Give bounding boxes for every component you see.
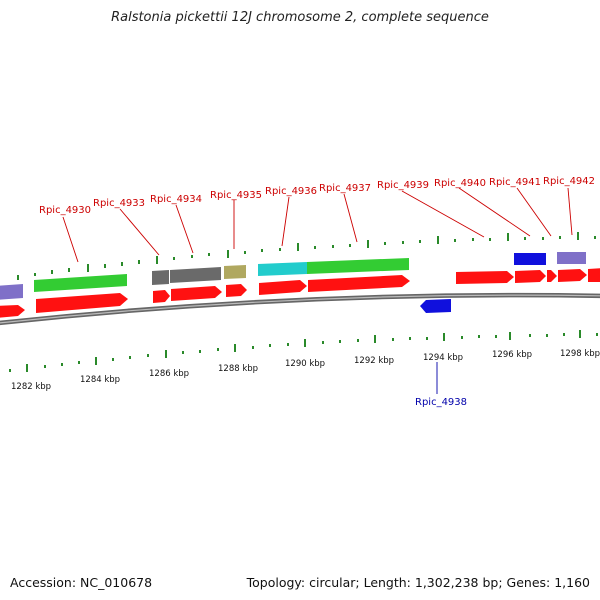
gene-label[interactable]: Rpic_4933 [93, 198, 145, 209]
inner-tick-row [9, 330, 598, 372]
cds-arrow[interactable] [153, 290, 170, 303]
gene-label[interactable]: Rpic_4937 [319, 183, 371, 194]
scale-label: 1286 kbp [149, 369, 189, 379]
gene-feature[interactable] [557, 252, 586, 264]
scale-label: 1296 kbp [492, 350, 532, 360]
genome-summary-text: Topology: circular; Length: 1,302,238 bp… [246, 575, 590, 590]
gene-feature[interactable] [34, 274, 127, 292]
gene-label[interactable]: Rpic_4942 [543, 176, 595, 187]
cds-arrow[interactable] [0, 305, 25, 318]
scale-label: 1298 kbp [560, 349, 600, 359]
cds-arrow[interactable] [456, 271, 514, 284]
cds-arrow[interactable] [308, 275, 410, 292]
cds-arrow[interactable] [36, 293, 128, 313]
scale-label: 1282 kbp [11, 382, 51, 392]
accession-text: Accession: NC_010678 [10, 575, 153, 590]
cds-arrow[interactable] [226, 284, 247, 297]
cds-arrow[interactable] [259, 280, 307, 295]
scale-label: 1284 kbp [80, 375, 120, 385]
gene-label[interactable]: Rpic_4940 [434, 178, 486, 189]
scale-label: 1288 kbp [218, 364, 258, 374]
label-leaders [62, 187, 573, 394]
gene-feature[interactable] [224, 265, 246, 279]
gene-track-upper [0, 252, 586, 300]
gene-label[interactable]: Rpic_4935 [210, 190, 262, 201]
gene-label[interactable]: Rpic_4930 [39, 205, 91, 216]
cds-arrow-reverse[interactable] [420, 299, 451, 313]
cds-track-forward [0, 268, 600, 318]
scale-label: 1294 kbp [423, 353, 463, 363]
cds-arrow[interactable] [547, 270, 557, 282]
gene-feature[interactable] [258, 262, 307, 276]
gene-feature[interactable] [0, 284, 23, 300]
gene-label[interactable]: Rpic_4936 [265, 186, 317, 197]
scale-label: 1292 kbp [354, 356, 394, 366]
cds-arrow[interactable] [588, 268, 600, 282]
gene-feature[interactable] [152, 270, 169, 285]
gene-feature[interactable] [170, 267, 221, 283]
gene-label[interactable]: Rpic_4941 [489, 177, 541, 188]
gene-feature[interactable] [514, 253, 546, 265]
gene-label[interactable]: Rpic_4934 [150, 194, 202, 205]
cds-arrow[interactable] [171, 286, 222, 301]
gene-label[interactable]: Rpic_4939 [377, 180, 429, 191]
gene-feature[interactable] [307, 258, 409, 274]
scale-label: 1290 kbp [285, 359, 325, 369]
gene-label-reverse[interactable]: Rpic_4938 [415, 397, 467, 408]
map-title: Ralstonia pickettii 12J chromosome 2, co… [111, 10, 489, 25]
cds-arrow[interactable] [515, 270, 546, 283]
outer-tick-row [17, 232, 596, 280]
cds-arrow[interactable] [558, 269, 587, 282]
